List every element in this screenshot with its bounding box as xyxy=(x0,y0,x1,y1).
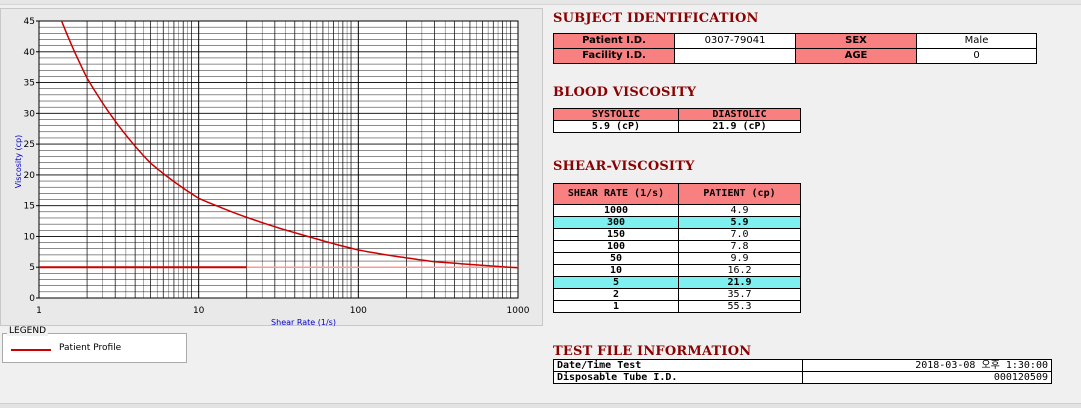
subject-title: SUBJECT IDENTIFICATION xyxy=(553,11,759,26)
facility-id-value xyxy=(674,48,796,64)
patient-cell: 9.9 xyxy=(678,252,801,265)
patient-cell: 55.3 xyxy=(678,300,801,313)
patient-cell: 7.0 xyxy=(678,228,801,241)
plot-area xyxy=(38,20,519,299)
patient-cell: 21.9 xyxy=(678,276,801,289)
x-tick-label: 10 xyxy=(193,306,205,316)
age-value: 0 xyxy=(916,48,1037,64)
blood-table: SYSTOLIC DIASTOLIC 5.9 (cP) 21.9 (cP) xyxy=(553,108,801,133)
shear-row: 150 7.0 xyxy=(553,228,801,241)
shear-rate-cell: 2 xyxy=(553,288,679,301)
patient-id-label: Patient I.D. xyxy=(553,33,675,49)
shear-row: 1000 4.9 xyxy=(553,204,801,217)
y-tick-label: 15 xyxy=(24,202,35,212)
y-tick-label: 45 xyxy=(24,17,35,27)
shear-rate-header: SHEAR RATE (1/s) xyxy=(553,183,679,205)
patient-cell: 7.8 xyxy=(678,240,801,253)
y-tick-label: 35 xyxy=(24,79,35,89)
patient-cell: 16.2 xyxy=(678,264,801,277)
shear-rate-cell: 50 xyxy=(553,252,679,265)
legend-label: Patient Profile xyxy=(59,343,122,353)
patient-cell: 35.7 xyxy=(678,288,801,301)
top-toolbar xyxy=(0,0,1081,5)
viscosity-chart: 0 5 10 15 20 25 30 35 40 45 1 10 100 1000 Shear Rate (… xyxy=(14,17,530,327)
shear-title: SHEAR-VISCOSITY xyxy=(553,159,695,174)
legend-title: LEGEND xyxy=(7,326,49,336)
series-line-patient-profile xyxy=(60,21,518,269)
shear-row: 300 5.9 xyxy=(553,216,801,229)
shear-row: 50 9.9 xyxy=(553,252,801,265)
y-tick-label: 10 xyxy=(24,232,36,242)
tube-label: Disposable Tube I.D. xyxy=(553,371,803,384)
shear-row: 100 7.8 xyxy=(553,240,801,253)
shear-rate-cell: 300 xyxy=(553,216,679,229)
x-axis-label: Shear Rate (1/s) xyxy=(271,318,336,327)
y-axis-label: Viscosity (cp) xyxy=(14,135,23,189)
blood-title: BLOOD VISCOSITY xyxy=(553,85,697,100)
status-bar xyxy=(0,403,1081,408)
y-tick-label: 25 xyxy=(24,140,35,150)
shear-rate-cell: 5 xyxy=(553,276,679,289)
shear-row: 1 55.3 xyxy=(553,300,801,313)
testfile-title: TEST FILE INFORMATION xyxy=(553,344,752,359)
systolic-label: SYSTOLIC xyxy=(553,108,679,121)
patient-cell: 4.9 xyxy=(678,204,801,217)
x-tick-label: 100 xyxy=(350,306,367,316)
diastolic-label: DIASTOLIC xyxy=(678,108,801,121)
shear-row: 10 16.2 xyxy=(553,264,801,277)
y-tick-label: 5 xyxy=(29,263,35,273)
y-tick-label: 20 xyxy=(24,171,36,181)
systolic-value: 5.9 (cP) xyxy=(553,120,679,133)
shear-rate-cell: 10 xyxy=(553,264,679,277)
tube-value: 000120509 xyxy=(802,371,1052,384)
shear-rate-cell: 150 xyxy=(553,228,679,241)
y-tick-label: 40 xyxy=(24,48,36,58)
y-tick-label: 30 xyxy=(24,109,36,119)
diastolic-value: 21.9 (cP) xyxy=(678,120,801,133)
shear-rate-cell: 1000 xyxy=(553,204,679,217)
patient-cell: 5.9 xyxy=(678,216,801,229)
patient-header: PATIENT (cp) xyxy=(678,183,801,205)
shear-rate-cell: 1 xyxy=(553,300,679,313)
sex-value: Male xyxy=(916,33,1037,49)
legend-swatch xyxy=(11,349,51,351)
datetime-label: Date/Time Test xyxy=(553,359,803,372)
shear-rate-cell: 100 xyxy=(553,240,679,253)
x-tick-label: 1 xyxy=(36,306,42,316)
datetime-value: 2018-03-08 오후 1:30:00 xyxy=(802,359,1052,372)
age-label: AGE xyxy=(795,48,917,64)
y-tick-label: 0 xyxy=(29,294,35,304)
x-tick-label: 1000 xyxy=(507,306,530,316)
shear-row: 2 35.7 xyxy=(553,288,801,301)
testfile-table: Date/Time Test 2018-03-08 오후 1:30:00 Dis… xyxy=(553,359,1052,384)
legend: LEGEND Patient Profile xyxy=(2,326,187,363)
shear-table: SHEAR RATE (1/s) PATIENT (cp) 1000 4.9 300… xyxy=(553,183,801,313)
chart-panel: 0 5 10 15 20 25 30 35 40 45 1 10 100 1000 Shear Rate (… xyxy=(0,8,543,327)
facility-id-label: Facility I.D. xyxy=(553,48,675,64)
subject-table: Patient I.D. 0307-79041 SEX Male Facilit… xyxy=(553,33,1037,64)
sex-label: SEX xyxy=(795,33,917,49)
patient-id-value: 0307-79041 xyxy=(674,33,796,49)
shear-row: 5 21.9 xyxy=(553,276,801,289)
